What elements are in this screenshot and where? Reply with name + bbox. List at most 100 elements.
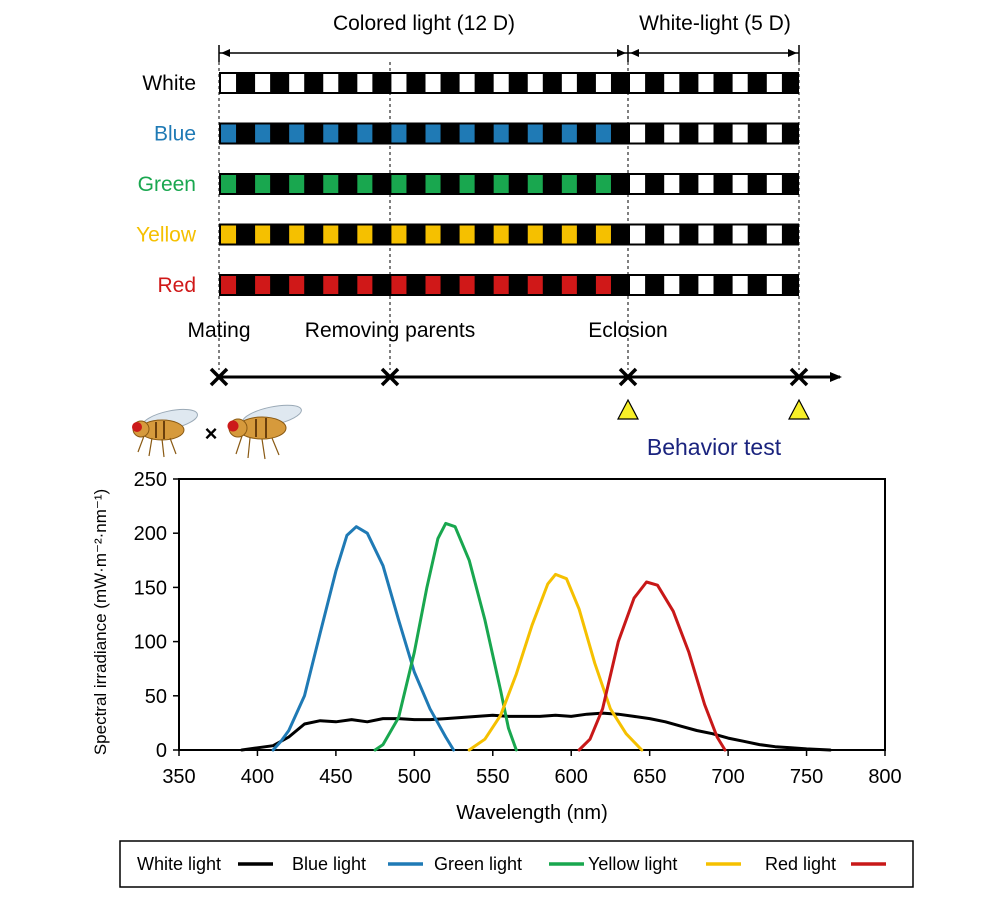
white-phase-yellow [766,225,782,244]
event-removing-parents: Removing parents [305,319,475,342]
light-phase-white [255,74,271,92]
row-label-white: White [142,72,196,95]
colored-phase-label: Colored light (12 D) [333,12,515,35]
fly-icon-male [227,404,302,460]
timepoint-mark-end [789,367,809,387]
row-white: White [142,72,799,95]
white-phase-blue [630,124,646,143]
light-phase-red [527,276,543,294]
light-phase-yellow [391,225,407,244]
light-phase-blue [289,124,305,143]
series-line-white-light [240,711,832,752]
white-phase-green [766,175,782,193]
light-phase-white [561,74,577,92]
x-tick-label: 750 [790,766,823,788]
light-phase-white [391,74,407,92]
light-phase-yellow [527,225,543,244]
plot-frame [178,478,886,751]
light-phase-blue [459,124,475,143]
white-phase-green [732,175,748,193]
x-tick-label: 500 [398,766,431,788]
row-blue: Blue [154,122,799,146]
light-phase-white [221,74,237,92]
x-tick-label: 450 [319,766,352,788]
fly-icon-female [132,408,198,458]
light-phase-blue [391,124,407,143]
light-phase-yellow [255,225,271,244]
light-phase-red [493,276,509,294]
white-phase-yellow [664,225,680,244]
light-phase-yellow [221,225,237,244]
light-phase-red [459,276,475,294]
light-phase-blue [493,124,509,143]
y-axis-label: Spectral irradiance (mW·m⁻²·nm⁻¹) [91,489,110,755]
light-phase-blue [255,124,271,143]
fly-cross-illustration: × [132,404,302,460]
legend-label-yellow-light: Yellow light [588,854,677,874]
legend-items: White light Blue light Green light Yellow l… [137,854,886,874]
legend-box [119,840,914,888]
white-phase-red [698,276,714,294]
x-tick-label: 700 [711,766,744,788]
light-phase-yellow [459,225,475,244]
white-phase-red [664,276,680,294]
light-phase-white [595,74,611,92]
row-red: Red [157,274,799,297]
x-axis-label: Wavelength (nm) [456,802,608,824]
y-tick-label: 100 [134,632,167,654]
white-phase-white [630,74,646,92]
light-phase-green [493,175,509,193]
light-phase-red [425,276,441,294]
span-arrow-right [788,49,797,57]
light-phase-red [323,276,339,294]
light-phase-red [595,276,611,294]
row-label-red: Red [157,274,196,297]
y-axis-ticks: 0 50 100 150 200 250 [134,469,179,762]
light-phase-red [357,276,373,294]
row-green: Green [138,173,799,196]
light-phase-green [357,175,373,193]
white-phase-white [664,74,680,92]
light-phase-red [561,276,577,294]
y-tick-label: 250 [134,469,167,491]
light-phase-white [527,74,543,92]
light-phase-red [255,276,271,294]
series-line-red-light [577,580,727,752]
light-phase-red [289,276,305,294]
light-phase-white [459,74,475,92]
white-phase-green [664,175,680,193]
y-tick-label: 200 [134,523,167,545]
light-phase-yellow [357,225,373,244]
spectrum-chart: 0 50 100 150 200 250 350 400 450 500 550 600 650 700… [91,469,902,824]
x-axis-ticks: 350 400 450 500 550 600 650 700 750 800 [162,750,902,788]
cross-symbol: × [205,421,218,446]
light-phase-blue [357,124,373,143]
white-phase-red [732,276,748,294]
legend-label-blue-light: Blue light [292,854,366,874]
light-phase-green [255,175,271,193]
chart-legend: White light Blue light Green light Yellow l… [119,840,914,888]
y-tick-label: 0 [156,740,167,762]
timepoint-mark-eclosion [618,367,638,387]
x-tick-label: 600 [555,766,588,788]
light-phase-blue [561,124,577,143]
white-phase-label: White-light (5 D) [639,12,791,35]
x-tick-label: 650 [633,766,666,788]
light-phase-green [459,175,475,193]
x-tick-label: 350 [162,766,195,788]
light-phase-red [221,276,237,294]
light-phase-green [221,175,237,193]
light-phase-yellow [323,225,339,244]
white-phase-red [766,276,782,294]
white-phase-white [698,74,714,92]
y-tick-label: 150 [134,577,167,599]
white-phase-white [766,74,782,92]
light-regime-rows: White Blue Green Yellow Red [136,72,799,297]
white-phase-white [732,74,748,92]
x-tick-label: 800 [868,766,901,788]
light-phase-green [425,175,441,193]
series-line-blue-light [271,525,456,752]
light-phase-blue [425,124,441,143]
